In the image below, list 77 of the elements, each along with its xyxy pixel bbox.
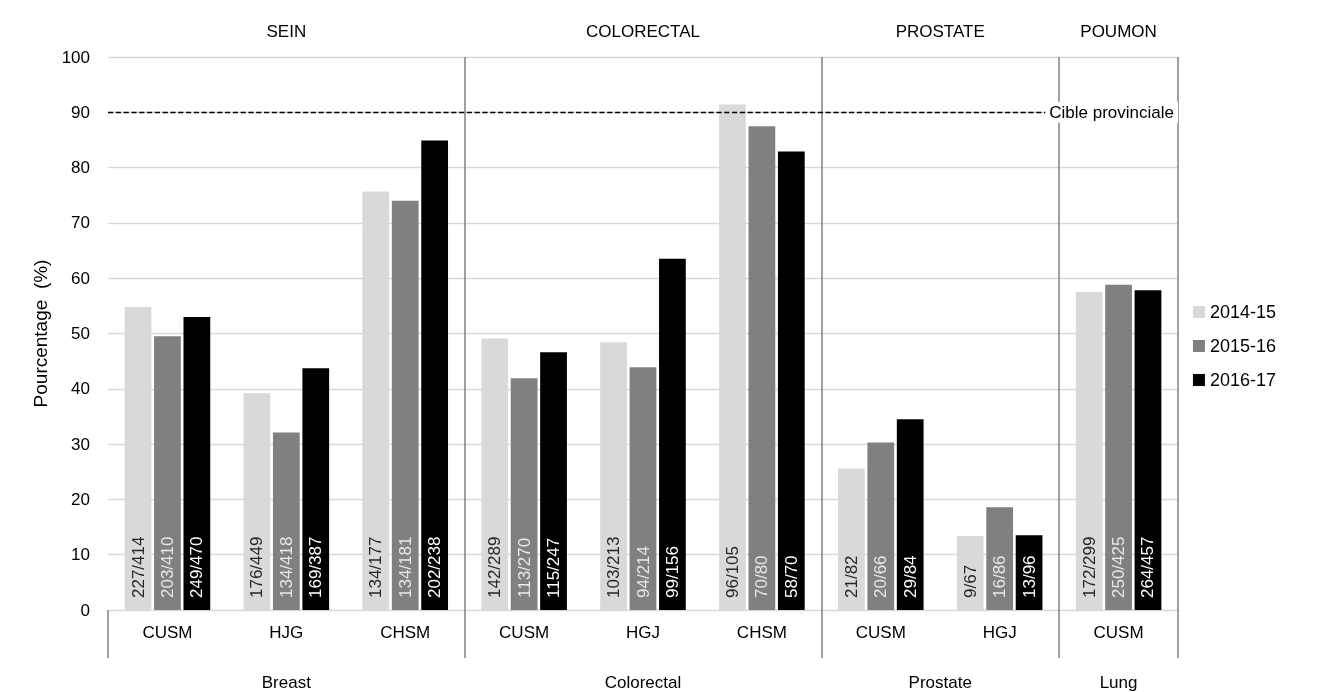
text: Breast (261, 672, 312, 692)
text: PROSTATE (895, 21, 985, 41)
y-tick-label: 90 (71, 102, 90, 122)
data-label: 58/70 (781, 555, 801, 598)
data-label: 115/247 (544, 537, 564, 598)
data-label: 13/96 (1019, 555, 1039, 598)
bar (986, 507, 1014, 610)
text: Prostate (908, 672, 972, 692)
bar (183, 316, 211, 610)
data-label: 20/66 (871, 555, 891, 598)
data-label: 99/156 (662, 546, 682, 598)
x-tick-label: CUSM (142, 623, 193, 642)
x-tick-label: CUSM (1093, 623, 1144, 642)
data-label: 134/181 (395, 536, 415, 598)
legend-label: 2016-17 (1209, 370, 1276, 390)
bar (510, 378, 538, 610)
x-tick-label: CUSM (499, 623, 550, 642)
ref-line-label: Cible provinciale (1049, 102, 1174, 122)
bar (748, 126, 776, 610)
bar (154, 336, 181, 610)
data-label: 203/410 (157, 536, 177, 598)
y-tick-label: 80 (71, 158, 90, 178)
data-label: 21/82 (841, 555, 861, 598)
data-label: 96/105 (722, 546, 742, 598)
bar (540, 352, 567, 610)
bar (302, 368, 330, 610)
x-tick-label: CUSM (855, 623, 906, 642)
bar (867, 442, 895, 610)
y-tick-label: 50 (71, 324, 90, 343)
x-tick-label: CHSM (380, 623, 431, 642)
x-tick-label: HGJ (626, 623, 660, 642)
data-label: 113/270 (514, 537, 534, 598)
y-tick-label: 0 (80, 600, 90, 620)
data-label: 134/418 (276, 536, 296, 598)
bar (1134, 290, 1162, 610)
y-tick-label: 100 (61, 47, 90, 67)
bar (421, 140, 449, 610)
legend-label: 2014-15 (1209, 302, 1276, 322)
data-label: 172/299 (1079, 536, 1099, 598)
bar (1105, 284, 1132, 610)
y-tick-label: 10 (71, 545, 90, 565)
data-label: 169/387 (306, 536, 326, 598)
data-label: 249/470 (187, 536, 207, 598)
text: POUMON (1080, 21, 1157, 41)
data-label: 16/86 (990, 555, 1010, 598)
data-label: 264/457 (1138, 536, 1158, 598)
data-label: 134/177 (366, 536, 386, 598)
text: COLORECTAL (586, 21, 700, 41)
data-label: 176/449 (247, 536, 267, 598)
data-label: 250/425 (1109, 536, 1129, 598)
data-label: 142/289 (485, 536, 505, 598)
text: Colorectal (604, 672, 682, 692)
bar (272, 432, 300, 610)
data-label: 227/414 (128, 536, 148, 598)
x-tick-label: HGJ (982, 623, 1017, 642)
y-tick-label: 30 (71, 434, 90, 454)
y-tick-label: 60 (71, 268, 90, 288)
text: Lung (1099, 672, 1138, 692)
data-label: 9/67 (960, 564, 980, 598)
data-label: 202/238 (425, 536, 445, 598)
data-label: 70/80 (752, 555, 772, 598)
data-label: 29/84 (900, 555, 920, 598)
bar (659, 258, 686, 610)
x-tick-label: HJG (269, 623, 304, 642)
y-tick-label: 40 (71, 379, 90, 399)
data-label: 103/213 (604, 536, 624, 598)
bar (391, 200, 419, 610)
x-tick-label: CHSM (736, 623, 787, 642)
bar (629, 367, 657, 610)
text: SEIN (266, 21, 307, 41)
bar (896, 419, 924, 610)
y-tick-label: 70 (71, 213, 90, 233)
y-tick-label: 20 (71, 489, 90, 509)
legend-label: 2015-16 (1209, 336, 1276, 356)
bar (777, 151, 805, 610)
data-label: 94/214 (633, 546, 653, 598)
y-axis-title: Pourcentage (%) (30, 259, 51, 408)
